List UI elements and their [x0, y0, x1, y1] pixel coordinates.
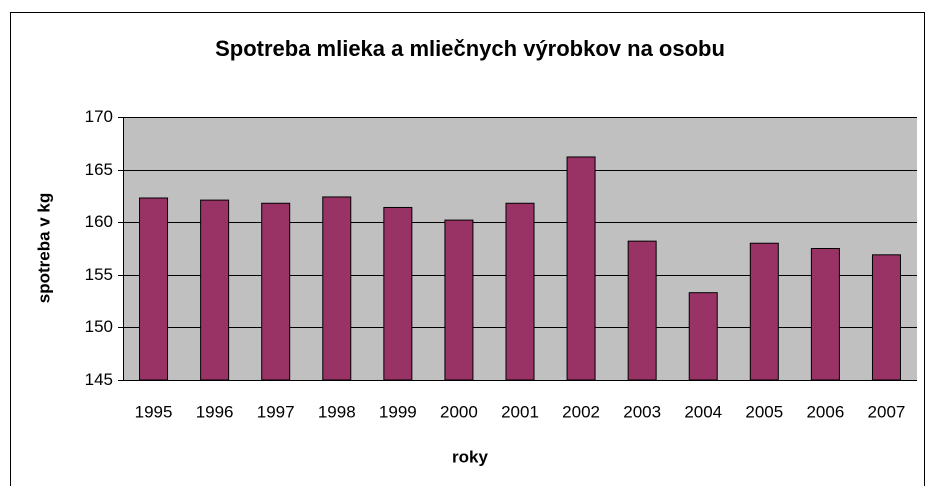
- x-tick-label: 1996: [196, 402, 234, 421]
- bar: [566, 156, 596, 381]
- bar: [688, 292, 718, 381]
- y-tick-label: 155: [85, 265, 113, 284]
- chart-title: Spotreba mlieka a mliečnych výrobkov na …: [215, 36, 725, 61]
- x-tick-label: 2004: [684, 402, 722, 421]
- x-tick-label: 2001: [501, 402, 539, 421]
- x-tick-label: 2000: [440, 402, 478, 421]
- bar: [261, 202, 291, 381]
- bar: [383, 206, 413, 381]
- bar: [200, 199, 230, 381]
- x-axis-label: roky: [452, 447, 488, 466]
- y-tick-label: 170: [85, 107, 113, 126]
- y-tick-label: 145: [85, 370, 113, 389]
- y-axis-label: spotreba v kg: [34, 193, 53, 304]
- bar: [505, 202, 535, 381]
- x-tick-label: 2006: [806, 402, 844, 421]
- bar: [139, 197, 169, 381]
- x-tick-label: 1998: [318, 402, 356, 421]
- bar: [810, 248, 840, 381]
- bar: [627, 240, 657, 381]
- bar: [322, 196, 352, 381]
- bar: [871, 254, 901, 381]
- x-tick-label: 1999: [379, 402, 417, 421]
- x-tick-label: 1995: [135, 402, 173, 421]
- x-tick-label: 2003: [623, 402, 661, 421]
- x-tick-label: 2007: [868, 402, 906, 421]
- x-tick-label: 2002: [562, 402, 600, 421]
- x-tick-label: 2005: [745, 402, 783, 421]
- bar: [749, 242, 779, 381]
- bar: [444, 219, 474, 381]
- y-tick-label: 150: [85, 317, 113, 336]
- y-tick-label: 160: [85, 212, 113, 231]
- y-tick-label: 165: [85, 160, 113, 179]
- x-tick-label: 1997: [257, 402, 295, 421]
